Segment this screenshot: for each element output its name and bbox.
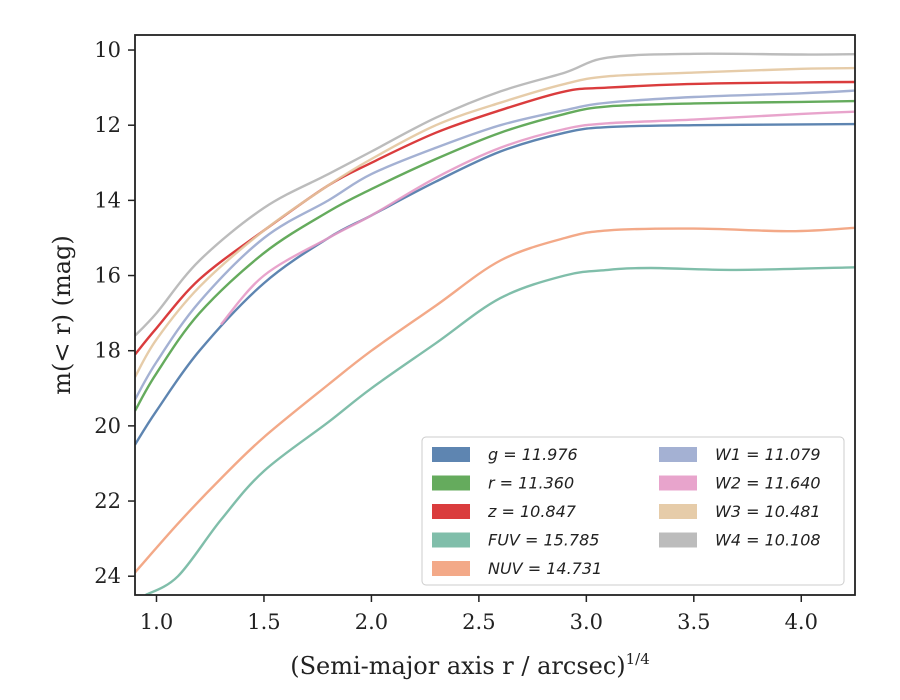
series-line-5 — [135, 89, 855, 401]
legend-label: r = 11.360 — [488, 474, 574, 493]
legend: g = 11.976 r = 11.360 z = 10.847 FUV = 15.7… — [421, 436, 845, 586]
x-tick-label: 2.5 — [462, 610, 495, 634]
legend-label: z = 10.847 — [487, 502, 577, 521]
series-line-1 — [135, 99, 855, 412]
legend-swatch — [432, 504, 470, 519]
y-axis-label: m(< r) (mag) — [48, 235, 76, 394]
series-line-4 — [135, 226, 855, 574]
series-line-2 — [135, 80, 855, 356]
x-tick-label: 2.0 — [355, 610, 388, 634]
legend-label: NUV = 14.731 — [488, 559, 602, 578]
legend-box — [421, 436, 845, 586]
x-axis-label: (Semi-major axis r / arcsec)1/4 — [290, 650, 650, 680]
series-line-8 — [135, 52, 855, 337]
plot-frame — [134, 34, 856, 596]
legend-swatch — [659, 447, 697, 462]
y-tick-label: 12 — [94, 113, 121, 137]
legend-swatch — [659, 504, 697, 519]
series-line-0 — [135, 122, 855, 446]
legend-swatch — [432, 447, 470, 462]
y-axis-ticks: 10 12 14 16 18 20 22 24 — [94, 38, 135, 588]
legend-swatch — [659, 475, 697, 491]
legend-label: W1 = 11.079 — [715, 445, 821, 464]
legend-swatch — [432, 532, 470, 548]
legend-label: W3 = 10.481 — [715, 502, 821, 521]
x-tick-label: 1.5 — [247, 610, 280, 634]
x-tick-label: 1.0 — [140, 610, 173, 634]
legend-label: g = 11.976 — [488, 445, 578, 464]
series-line-3 — [145, 266, 855, 595]
x-tick-label: 3.0 — [570, 610, 603, 634]
legend-label: FUV = 15.785 — [488, 531, 599, 550]
y-tick-label: 24 — [94, 564, 121, 588]
series-line-7 — [135, 66, 855, 378]
x-tick-label: 4.0 — [785, 610, 818, 634]
legend-label: W4 = 10.108 — [715, 531, 821, 550]
legend-swatch — [659, 532, 697, 548]
y-tick-label: 14 — [94, 188, 121, 212]
y-tick-label: 10 — [94, 38, 121, 62]
x-tick-label: 3.5 — [677, 610, 710, 634]
y-tick-label: 22 — [94, 489, 121, 513]
x-axis-ticks: 1.0 1.5 2.0 2.5 3.0 3.5 4.0 — [140, 595, 818, 634]
legend-swatch — [432, 561, 470, 576]
series-line-6 — [220, 110, 855, 326]
legend-label: W2 = 11.640 — [715, 474, 821, 493]
series-lines — [135, 52, 855, 595]
y-tick-label: 18 — [94, 339, 121, 363]
y-tick-label: 20 — [94, 414, 121, 438]
y-tick-label: 16 — [94, 264, 121, 288]
legend-swatch — [432, 475, 470, 491]
